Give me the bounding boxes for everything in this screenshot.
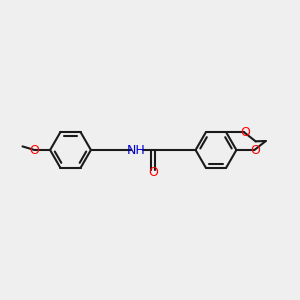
Text: O: O — [30, 143, 39, 157]
Text: NH: NH — [127, 143, 146, 157]
Text: O: O — [148, 166, 158, 179]
Text: O: O — [241, 126, 250, 139]
Text: O: O — [251, 143, 260, 157]
